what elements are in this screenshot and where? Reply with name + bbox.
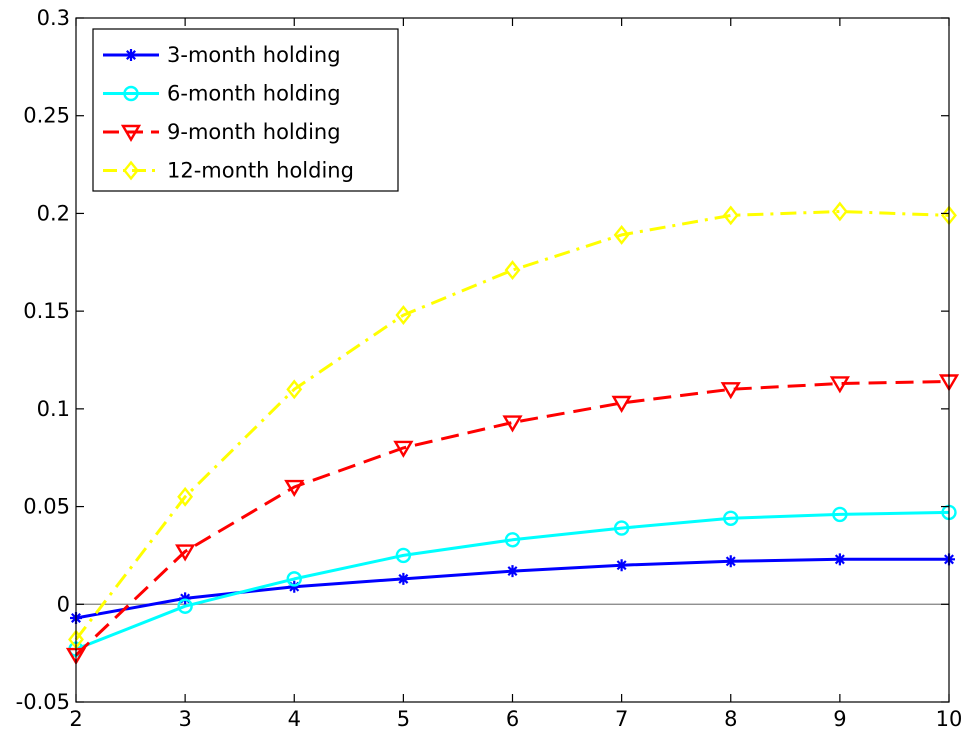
data-point xyxy=(724,555,737,568)
legend-item-2: 6-month holding xyxy=(103,82,341,106)
data-point xyxy=(722,205,739,226)
x-tick-label: 10 xyxy=(936,707,963,731)
data-point xyxy=(288,580,301,593)
data-point xyxy=(613,225,630,245)
legend-swatch-marker xyxy=(123,160,139,181)
data-point xyxy=(832,506,848,523)
data-point xyxy=(506,565,519,578)
data-point xyxy=(286,571,302,587)
legend-swatch-marker xyxy=(125,49,137,61)
series-3 xyxy=(65,374,960,666)
data-point xyxy=(286,379,303,400)
data-point xyxy=(177,486,194,507)
data-point xyxy=(723,510,739,526)
data-point xyxy=(613,520,630,536)
data-point xyxy=(829,376,850,394)
data-point xyxy=(179,592,192,605)
series-line xyxy=(74,210,950,641)
legend: 3-month holding 6-month holding 9-month ho… xyxy=(92,28,399,192)
x-tick-label: 6 xyxy=(506,707,519,731)
y-tick-label: 0.25 xyxy=(23,104,70,128)
x-tick-label: 9 xyxy=(833,707,846,731)
y-tick-label: 0.3 xyxy=(37,6,70,30)
data-point xyxy=(175,544,196,562)
legend-label: 12-month holding xyxy=(167,159,354,183)
x-tick-label: 2 xyxy=(69,707,82,731)
data-point xyxy=(393,440,414,458)
x-tick-label: 3 xyxy=(178,707,191,731)
legend-swatch-marker xyxy=(123,85,139,102)
y-tick-label: 0.05 xyxy=(23,495,70,519)
x-tick-label: 4 xyxy=(288,707,301,731)
data-point xyxy=(611,395,632,413)
series-line xyxy=(74,380,950,657)
legend-label: 9-month holding xyxy=(167,120,341,144)
legend-label: 6-month holding xyxy=(167,82,341,106)
series-1 xyxy=(70,553,955,624)
data-point xyxy=(831,201,848,222)
legend-swatch-marker xyxy=(120,124,142,142)
data-point xyxy=(504,532,521,548)
data-point xyxy=(833,553,846,566)
legend-label: 3-month holding xyxy=(167,43,341,67)
data-point xyxy=(397,572,410,585)
legend-item-4: 12-month holding xyxy=(103,159,354,183)
data-point xyxy=(395,305,412,325)
x-tick-label: 5 xyxy=(397,707,410,731)
y-tick-label: 0.15 xyxy=(23,299,70,323)
data-point xyxy=(615,559,628,572)
y-tick-label: -0.05 xyxy=(16,690,70,714)
y-tick-label: 0.1 xyxy=(37,397,70,421)
data-point xyxy=(502,415,523,433)
series-2 xyxy=(68,504,957,657)
data-point xyxy=(720,382,741,400)
data-point xyxy=(504,260,521,281)
x-tick-label: 7 xyxy=(615,707,628,731)
series-4 xyxy=(68,201,957,650)
data-point xyxy=(177,598,193,614)
legend-item-1: 3-month holding xyxy=(103,43,341,67)
data-point xyxy=(395,547,412,564)
data-point xyxy=(284,479,305,497)
x-tick-label: 8 xyxy=(724,707,737,731)
y-tick-label: 0 xyxy=(57,592,70,616)
y-tick-label: 0.2 xyxy=(37,201,70,225)
series-line xyxy=(75,510,950,651)
legend-item-3: 9-month holding xyxy=(103,120,341,144)
